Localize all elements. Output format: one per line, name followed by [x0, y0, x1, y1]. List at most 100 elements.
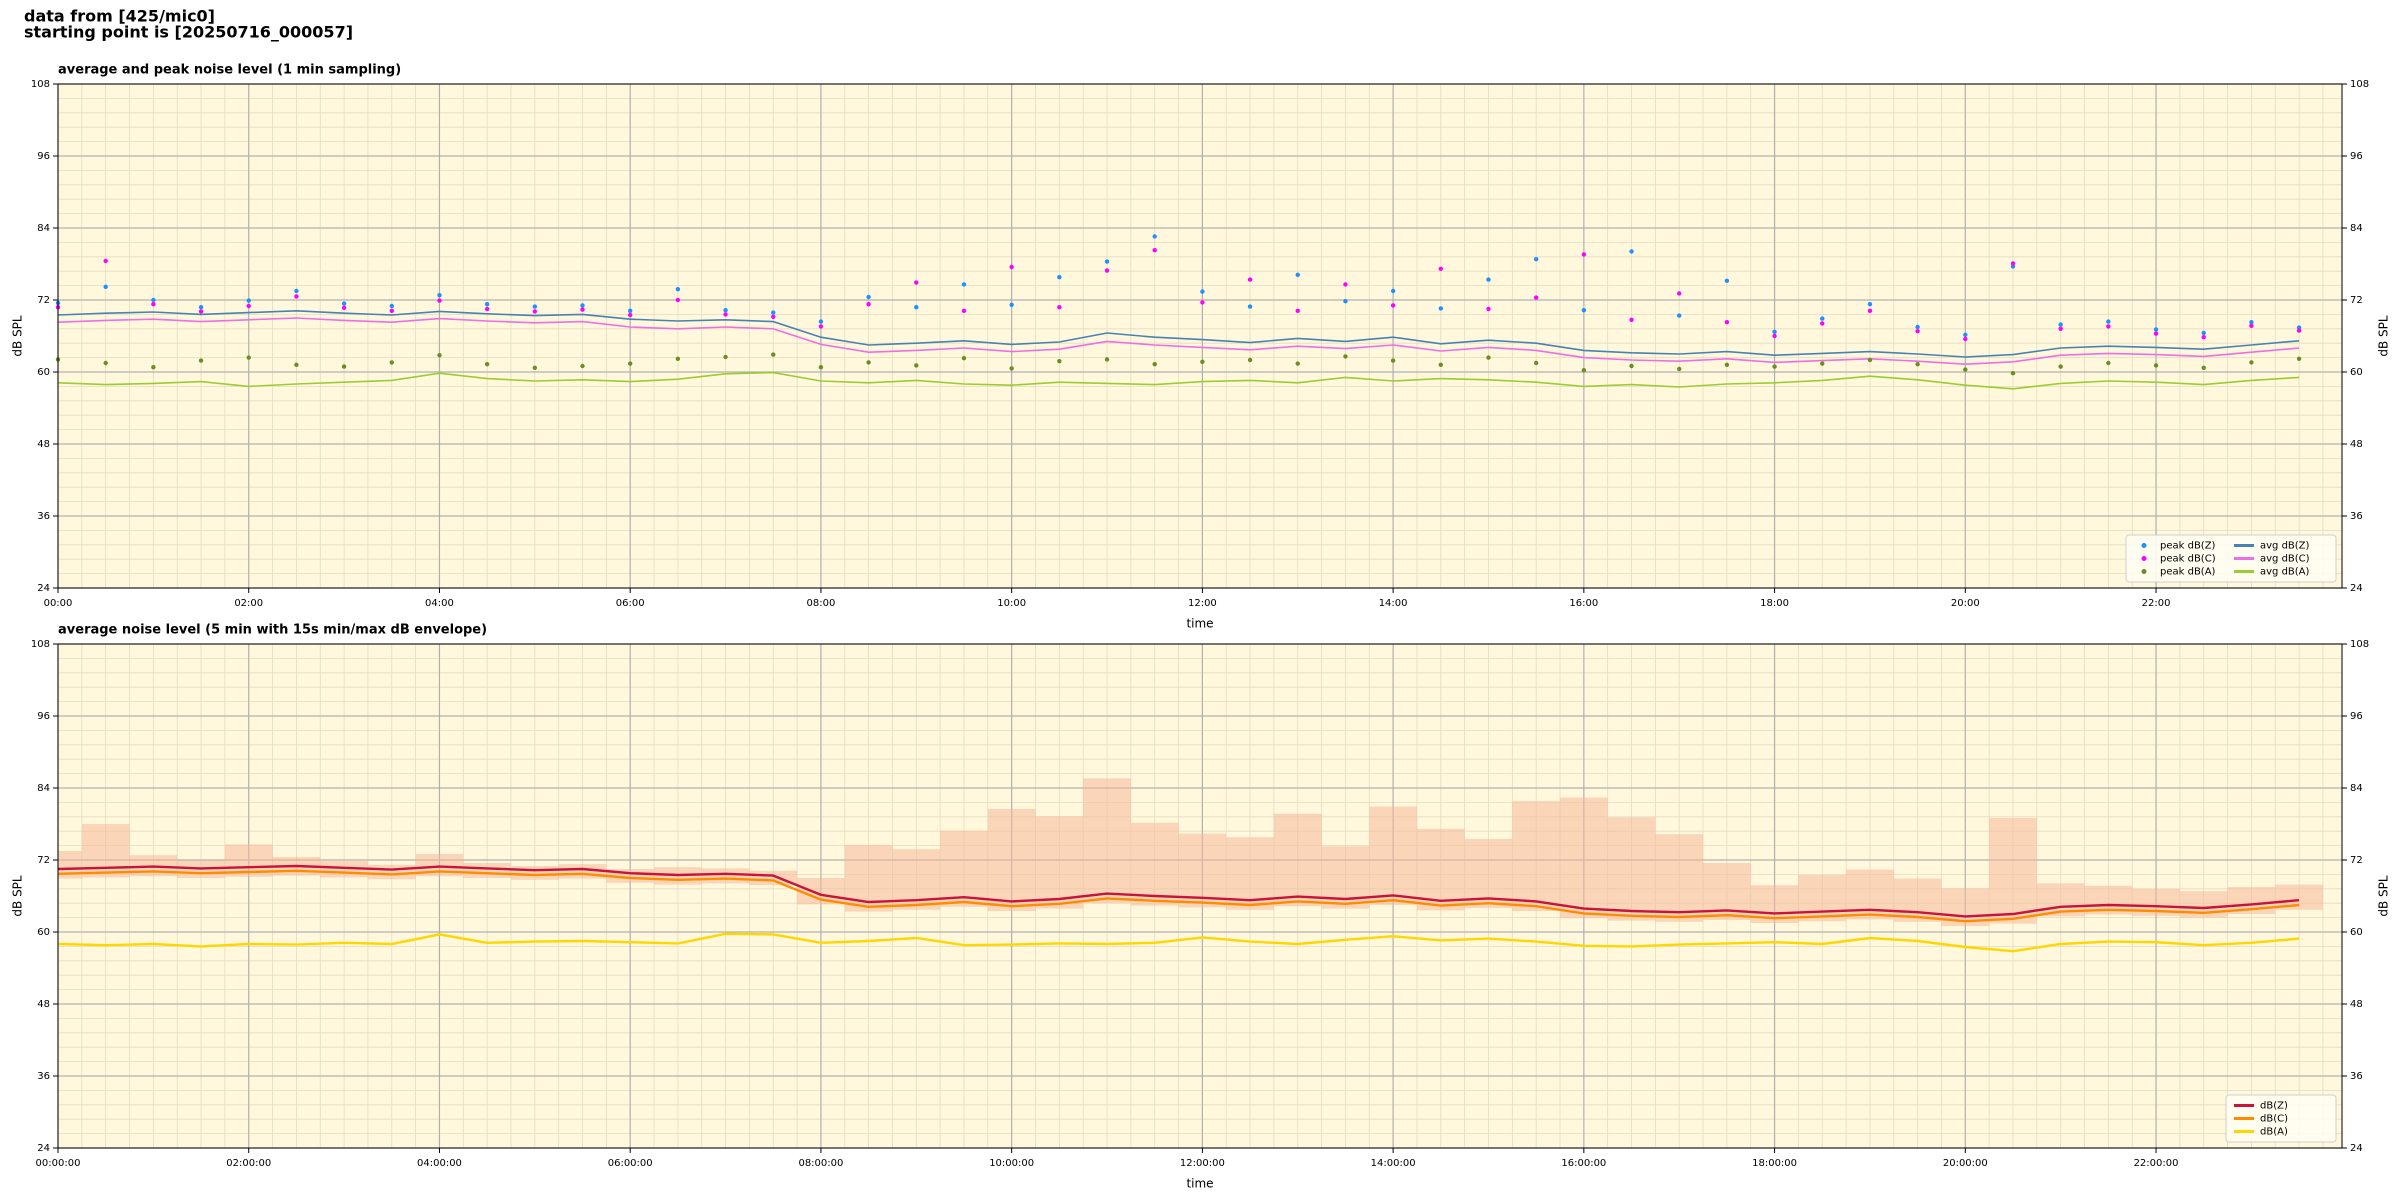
y-tick-label: 36: [37, 511, 50, 522]
y-tick-label-right: 84: [2350, 223, 2363, 234]
legend-label: peak dB(C): [2160, 554, 2216, 565]
scatter-point: [818, 324, 824, 329]
scatter-point: [580, 307, 585, 312]
plot-area: [58, 84, 2342, 588]
scatter-point: [771, 314, 776, 319]
scatter-point: [2201, 365, 2206, 370]
scatter-point: [484, 302, 490, 307]
scatter-point: [2296, 328, 2302, 333]
scatter-point: [198, 358, 204, 363]
scatter-point: [532, 304, 538, 309]
x-tick-label: 00:00:00: [36, 1158, 81, 1169]
y-tick-label-right: 48: [2350, 439, 2363, 450]
scatter-point: [1629, 317, 1634, 322]
scatter-point: [437, 353, 442, 358]
scatter-point: [1867, 357, 1873, 363]
scatter-point: [437, 293, 442, 298]
scatter-point: [2153, 327, 2159, 332]
scatter-point: [580, 303, 585, 308]
scatter-point: [771, 310, 776, 315]
envelope-range: [1989, 818, 2037, 924]
y-tick-label-right: 72: [2350, 295, 2363, 306]
y-tick-label-right: 48: [2350, 999, 2363, 1010]
y-tick-label-right: 60: [2350, 367, 2363, 378]
scatter-point: [1677, 366, 1682, 372]
scatter-point: [723, 308, 728, 313]
x-tick-label: 06:00:00: [608, 1158, 653, 1169]
y-tick-label: 48: [37, 999, 50, 1010]
chart: average and peak noise level (1 min samp…: [11, 63, 2391, 631]
envelope-range: [510, 866, 559, 880]
scatter-point: [1867, 302, 1873, 307]
series-line: [57, 869, 2300, 923]
scatter-point: [1915, 324, 1920, 330]
x-tick-label: 04:00:00: [417, 1158, 462, 1169]
scatter-point: [2058, 364, 2063, 369]
y-tick-label-right: 36: [2350, 1071, 2363, 1082]
scatter-point: [723, 312, 728, 317]
y-tick-label: 84: [37, 223, 50, 234]
scatter-point: [1963, 332, 1968, 337]
scatter-point: [914, 305, 919, 310]
suptitle-line: data from [425/mic0]: [24, 7, 215, 26]
scatter-point: [198, 309, 204, 314]
scatter-point: [1963, 336, 1968, 342]
legend-label: dB(Z): [2260, 1101, 2288, 1112]
scatter-point: [1295, 308, 1300, 313]
legend-label: avg dB(A): [2260, 567, 2310, 578]
scatter-point: [151, 365, 156, 370]
legend-label: dB(C): [2260, 1114, 2288, 1125]
scatter-point: [1915, 362, 1920, 367]
scatter-point: [1724, 278, 1730, 283]
x-tick-label: 22:00:00: [2134, 1158, 2179, 1169]
scatter-point: [2296, 356, 2302, 361]
scatter-point: [627, 312, 633, 318]
scatter-point: [103, 258, 108, 264]
scatter-point: [866, 294, 871, 300]
x-tick-label: 08:00:00: [798, 1158, 843, 1169]
scatter-point: [914, 280, 919, 285]
scatter-point: [818, 365, 824, 370]
x-tick-label: 16:00:00: [1561, 1158, 1606, 1169]
scatter-point: [2010, 371, 2016, 376]
scatter-point: [1009, 302, 1014, 307]
scatter-point: [1295, 361, 1300, 366]
y-tick-label: 48: [37, 439, 50, 450]
scatter-point: [771, 352, 776, 357]
chart-title: average noise level (5 min with 15s min/…: [58, 623, 487, 638]
y-tick-label: 72: [37, 855, 50, 866]
series-line: [57, 309, 2300, 358]
y-tick-label-right: 96: [2350, 711, 2363, 722]
y-axis-label: dB SPL: [11, 315, 25, 357]
scatter-point: [1343, 354, 1348, 359]
scatter-point: [1200, 359, 1205, 364]
legend-label: peak dB(Z): [2160, 541, 2216, 552]
envelope-range: [1607, 817, 1656, 921]
x-tick-label: 22:00: [2142, 598, 2171, 609]
scatter-point: [1581, 252, 1587, 257]
scatter-point: [2106, 360, 2111, 366]
envelope-range: [1369, 806, 1417, 905]
scatter-point: [1343, 282, 1348, 287]
scatter-point: [2010, 261, 2016, 266]
x-tick-label: 20:00:00: [1943, 1158, 1988, 1169]
scatter-point: [1390, 303, 1396, 308]
scatter-point: [2249, 360, 2254, 365]
scatter-point: [1533, 257, 1539, 262]
x-tick-label: 08:00: [807, 598, 836, 609]
scatter-point: [1677, 313, 1682, 318]
scatter-point: [1104, 357, 1110, 362]
suptitle-line: starting point is [20250716_000057]: [24, 23, 353, 42]
scatter-point: [1915, 329, 1920, 334]
scatter-point: [1677, 291, 1682, 296]
scatter-point: [627, 361, 633, 366]
scatter-point: [389, 308, 394, 313]
x-tick-label: 14:00:00: [1371, 1158, 1416, 1169]
scatter-point: [1438, 362, 1443, 367]
y-tick-label: 72: [37, 295, 50, 306]
envelope-range: [1512, 801, 1561, 911]
x-tick-label: 04:00: [425, 598, 454, 609]
scatter-point: [1009, 366, 1014, 371]
scatter-point: [151, 302, 156, 307]
